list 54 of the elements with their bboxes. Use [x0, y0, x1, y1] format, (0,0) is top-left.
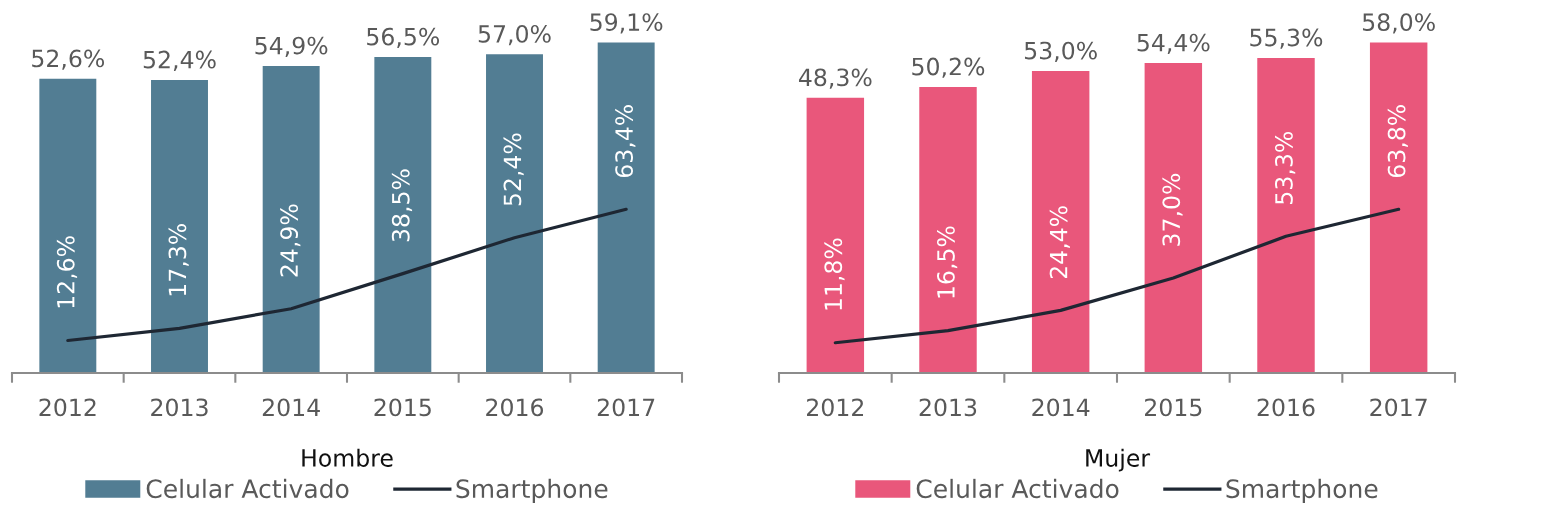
x-axis-title: Mujer	[1086, 448, 1151, 472]
data-label: 17,3%	[168, 224, 189, 296]
legend-label: Smartphone	[456, 478, 608, 504]
data-label: 55,3%	[1250, 28, 1323, 49]
data-label: 52,4%	[503, 133, 524, 206]
bar	[597, 42, 655, 373]
data-label: 53,3%	[1274, 132, 1296, 204]
data-label: 24,4%	[1049, 206, 1070, 279]
bar	[39, 78, 97, 373]
x-tick-label: 2012	[39, 398, 96, 417]
bar	[151, 79, 208, 373]
data-label: 52,4%	[143, 50, 216, 71]
data-label: 52,6%	[32, 49, 105, 70]
x-tick-label: 2016	[1257, 398, 1315, 417]
bar	[1031, 71, 1090, 373]
x-tick-label: 2015	[374, 398, 431, 417]
data-label: 59,1%	[590, 13, 663, 34]
bar	[919, 86, 977, 373]
data-label: 37,0%	[1162, 173, 1183, 246]
x-tick-label: 2016	[486, 398, 544, 417]
legend-label: Celular Activado	[916, 478, 1119, 499]
bar	[374, 57, 432, 373]
data-label: 58,0%	[1362, 13, 1435, 34]
data-label: 57,0%	[478, 24, 551, 46]
data-label: 56,5%	[367, 27, 440, 48]
bar	[262, 66, 320, 373]
data-label: 24,9%	[280, 204, 301, 277]
x-tick-label: 2015	[1145, 398, 1202, 417]
data-label: 53,0%	[1024, 41, 1097, 62]
x-tick-label: 2014	[1032, 398, 1090, 417]
data-label: 16,5%	[936, 226, 958, 298]
x-tick-label: 2013	[151, 398, 208, 417]
bar	[1369, 42, 1428, 373]
data-label: 54,4%	[1137, 33, 1210, 54]
bar	[1257, 57, 1315, 373]
x-tick-label: 2017	[597, 398, 655, 417]
bar	[486, 54, 543, 373]
x-axis-title: Hombre	[302, 448, 393, 467]
data-label: 12,6%	[56, 236, 78, 308]
x-tick-label: 2012	[807, 398, 864, 417]
legend-label: Smartphone	[1226, 478, 1378, 504]
x-tick-label: 2014	[262, 398, 320, 417]
data-label: 54,9%	[255, 36, 328, 57]
data-label: 11,8%	[824, 238, 845, 310]
bar	[1144, 63, 1203, 373]
x-tick-label: 2013	[919, 398, 977, 417]
legend-label: Celular Activado	[146, 478, 349, 499]
data-label: 38,5%	[391, 169, 413, 242]
data-label: 48,3%	[798, 68, 872, 89]
data-label: 50,2%	[912, 57, 985, 78]
x-tick-label: 2017	[1370, 398, 1427, 417]
data-label: 63,4%	[615, 105, 636, 178]
bar	[806, 97, 865, 373]
data-label: 63,8%	[1387, 105, 1408, 178]
